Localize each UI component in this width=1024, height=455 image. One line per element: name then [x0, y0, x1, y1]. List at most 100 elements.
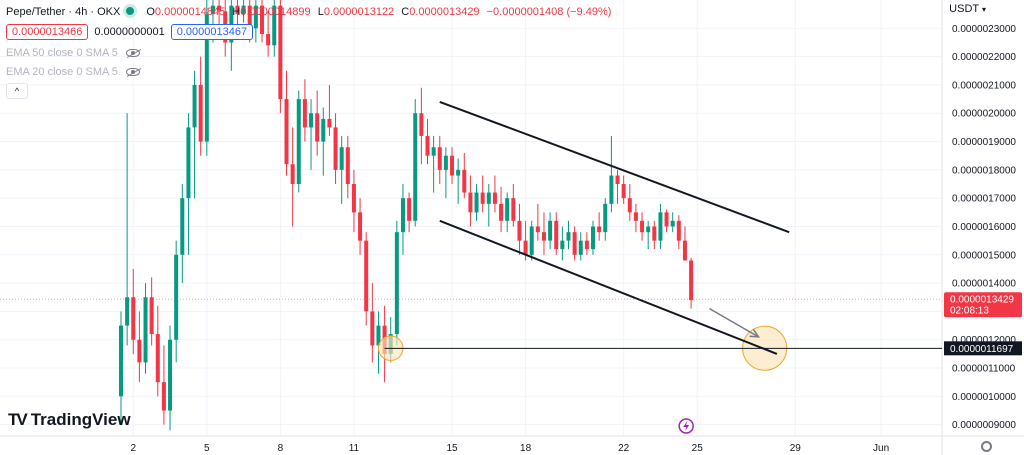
bar-countdown-label: 02:08:13 — [950, 305, 989, 316]
candle-body — [578, 240, 583, 255]
tradingview-wordmark: TradingView — [30, 410, 131, 429]
indicator-label: EMA 50 close 0 SMA 5 — [6, 47, 118, 59]
market-open-dot — [126, 7, 135, 16]
x-tick-label: 18 — [520, 443, 532, 454]
y-tick-label: 0.0000018000 — [952, 165, 1016, 176]
x-tick-label: 2 — [130, 443, 136, 454]
candle-body — [186, 127, 191, 199]
candle-body — [302, 99, 307, 128]
sell-price-button[interactable]: 0.0000013466 — [6, 24, 89, 40]
candle-body — [609, 175, 614, 204]
x-tick-label: 8 — [278, 443, 284, 454]
candle-body — [198, 84, 203, 142]
chart-settings-icon[interactable] — [981, 441, 992, 452]
buy-price-button[interactable]: 0.0000013467 — [170, 24, 254, 40]
candle-body — [627, 198, 632, 213]
candle-body — [210, 5, 215, 15]
y-tick-label: 0.0000015000 — [952, 250, 1016, 261]
candle-body — [161, 382, 166, 411]
y-tick-label: 0.0000017000 — [952, 194, 1016, 205]
candle-body — [290, 164, 295, 185]
currency-selector[interactable]: USDT ▾ — [949, 3, 986, 15]
candle-body — [204, 14, 209, 142]
candle-body — [425, 135, 430, 156]
candle-body — [597, 226, 602, 233]
candle-body — [284, 99, 289, 165]
y-tick-label: 0.0000011000 — [952, 364, 1016, 375]
candle-body — [339, 147, 344, 170]
open-value: 0.0000014845 — [154, 6, 226, 18]
y-tick-label: 0.0000014000 — [952, 279, 1016, 290]
eye-hidden-icon[interactable] — [125, 49, 140, 57]
candle-body — [259, 5, 264, 34]
candle-body — [591, 226, 596, 250]
candle-body — [296, 99, 301, 185]
x-tick-label: Jun — [873, 443, 889, 454]
candle-body — [572, 232, 577, 255]
candle-body — [554, 220, 559, 250]
indicator-label: EMA 20 close 0 SMA 5 — [6, 66, 118, 78]
low-key: L — [317, 6, 324, 18]
candle-body — [615, 175, 620, 185]
candle-body — [548, 220, 553, 241]
candle-body — [235, 5, 240, 15]
chevron-down-icon: ▾ — [981, 5, 986, 14]
candle-body — [474, 192, 479, 213]
indicator-ema50[interactable]: EMA 50 close 0 SMA 5 — [6, 47, 140, 59]
eye-hidden-icon[interactable] — [125, 68, 140, 76]
channel-trendline[interactable] — [439, 100, 790, 234]
x-tick-label: 5 — [204, 443, 210, 454]
candle-body — [149, 297, 154, 335]
candle-body — [394, 232, 399, 335]
collapse-legend-button[interactable]: ^ — [6, 83, 28, 99]
candle-body — [689, 260, 694, 301]
candle-body — [351, 184, 356, 213]
candle-body — [272, 5, 277, 46]
candle-body — [468, 192, 473, 213]
change-value: −0.0000001408 (−9.49%) — [486, 6, 612, 18]
candle-body — [517, 220, 522, 241]
open-key: O — [146, 6, 155, 18]
currency-label: USDT — [949, 3, 979, 15]
low-value: 0.0000013122 — [323, 6, 395, 18]
candle-body — [682, 240, 687, 261]
candle-body — [358, 212, 363, 241]
candle-body — [345, 147, 350, 185]
candle-body — [450, 155, 455, 176]
x-tick-label: 22 — [618, 443, 630, 454]
spread-value: 0.0000000001 — [94, 26, 165, 38]
candle-body — [676, 220, 681, 241]
current-price-label: 0.0000013429 — [950, 294, 1014, 305]
candle-body — [241, 5, 246, 15]
candle-body — [535, 226, 540, 233]
y-tick-label: 0.0000022000 — [952, 52, 1016, 63]
x-tick-label: 25 — [692, 443, 704, 454]
y-tick-label: 0.0000012000 — [952, 335, 1016, 346]
y-tick-label: 0.0000016000 — [952, 222, 1016, 233]
candle-body — [505, 198, 510, 221]
symbol-label[interactable]: Pepe/Tether · 4h · OKX — [6, 6, 121, 18]
projection-arrow[interactable] — [709, 307, 759, 338]
candle-body — [670, 220, 675, 227]
channel-trendline[interactable] — [439, 219, 778, 355]
candle-body — [664, 212, 669, 227]
candle-body — [658, 212, 663, 241]
candle-body — [480, 192, 485, 204]
bid-ask-pills: 0.0000013466 0.0000000001 0.0000013467 — [6, 24, 254, 40]
candle-body — [253, 5, 258, 29]
candle-body — [333, 127, 338, 170]
indicator-ema20[interactable]: EMA 20 close 0 SMA 5 — [6, 66, 140, 78]
y-tick-label: 0.0000019000 — [952, 137, 1016, 148]
candle-body — [407, 198, 412, 221]
candle-body — [431, 147, 436, 156]
close-value: 0.0000013429 — [409, 6, 480, 18]
candle-body — [125, 297, 130, 326]
candle-body — [376, 325, 381, 346]
lightning-icon — [683, 421, 690, 431]
candle-body — [456, 169, 461, 176]
candle-body — [621, 184, 626, 199]
x-tick-label: 29 — [790, 443, 802, 454]
candle-body — [321, 118, 326, 142]
candle-body — [584, 240, 589, 250]
